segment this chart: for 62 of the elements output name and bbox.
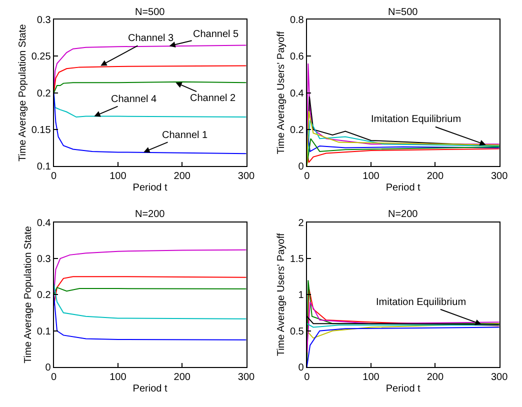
y-tick-label: 2: [298, 218, 304, 229]
y-tick-label: 0.2: [36, 88, 52, 100]
annotation: Channel 1: [162, 130, 208, 141]
y-tick-label: 1: [298, 290, 304, 302]
line-series: [54, 286, 246, 296]
chart-title: N=200: [388, 209, 418, 220]
y-tick-label: 0.2: [36, 290, 52, 302]
y-tick-label: 0: [45, 362, 52, 374]
line-series: [306, 147, 500, 163]
x-axis-title: Period t: [132, 182, 168, 194]
y-tick-label: 0.4: [290, 88, 304, 100]
y-tick-label: 1.5: [290, 254, 304, 266]
x-tick-label: 200: [426, 372, 444, 383]
line-series: [54, 294, 246, 340]
line-series: [306, 138, 500, 166]
x-axis-title: Period t: [386, 182, 421, 194]
line-series: [54, 92, 246, 154]
line-series: [306, 326, 500, 368]
x-axis-title: Period t: [132, 384, 168, 395]
y-tick-label: 0.3: [36, 254, 52, 266]
x-axis-title: Period t: [386, 384, 421, 395]
x-tick-label: 200: [174, 171, 191, 182]
x-tick-label: 300: [238, 372, 256, 383]
x-tick-label: 300: [490, 372, 508, 383]
annotation: Channel 2: [190, 93, 236, 104]
y-tick-label: 0.5: [290, 326, 304, 338]
y-tick-label: 0.4: [36, 218, 52, 229]
y-axis-title: Time Average Population State: [17, 24, 28, 162]
x-tick-label: 300: [490, 171, 508, 182]
x-tick-label: 300: [238, 171, 256, 182]
line-series: [54, 65, 246, 94]
y-tick-label: 0.8: [290, 15, 304, 26]
line-series: [54, 283, 246, 320]
x-tick-label: 100: [110, 372, 127, 383]
chart-title: N=200: [135, 209, 166, 220]
x-tick-label: 100: [110, 171, 127, 182]
y-tick-label: 0.3: [36, 15, 52, 26]
x-tick-label: 200: [426, 171, 444, 182]
y-axis-title: Time Average Users' Payoff: [276, 233, 287, 356]
y-tick-label: 0.6: [290, 52, 304, 63]
y-tick-label: 0.25: [31, 52, 52, 63]
annotation: Imitation Equilibrium: [371, 114, 462, 125]
chart-title: N=500: [135, 7, 166, 18]
annotation: Channel 5: [193, 29, 240, 40]
annotation: Imitation Equilibrium: [376, 297, 466, 308]
chart-title: N=500: [388, 7, 418, 18]
line-series: [54, 81, 246, 94]
annotation: Channel 3: [128, 33, 174, 44]
y-tick-label: 0.1: [36, 162, 52, 173]
y-tick-label: 0: [298, 362, 304, 374]
y-axis-title: Time Average Users' Payoff: [276, 31, 287, 154]
y-axis-title: Time Average Population State: [22, 226, 34, 364]
y-tick-label: 0.2: [290, 124, 304, 136]
line-series: [54, 249, 246, 296]
x-tick-label: 200: [174, 372, 191, 383]
y-tick-label: 0: [298, 162, 304, 173]
x-tick-label: 100: [362, 171, 380, 182]
line-series: [306, 110, 500, 166]
x-tick-label: 100: [362, 372, 380, 383]
annotation: Channel 4: [111, 94, 158, 105]
y-tick-label: 0.15: [31, 124, 52, 136]
y-tick-label: 0.1: [36, 326, 52, 338]
